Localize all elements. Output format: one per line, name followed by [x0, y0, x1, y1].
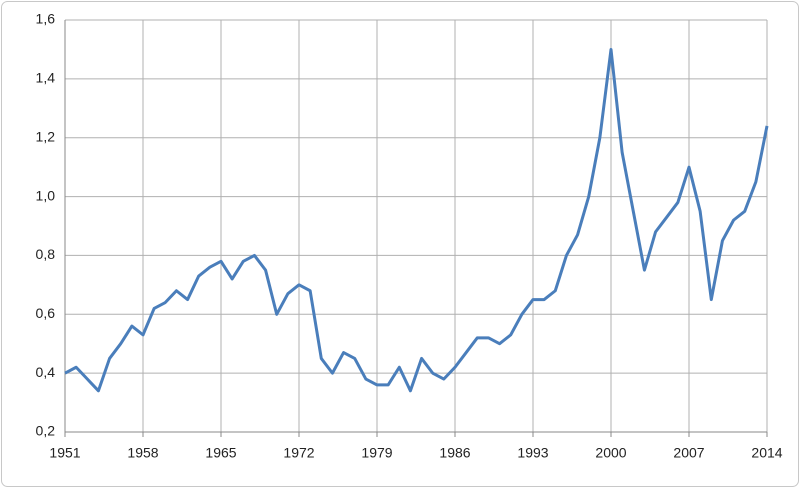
- x-tick-label: 1965: [205, 445, 236, 461]
- x-tick-label: 2007: [673, 445, 704, 461]
- y-tick-label: 1,6: [36, 11, 56, 27]
- y-tick-label: 0,8: [36, 246, 56, 262]
- x-tick-label: 2014: [751, 445, 782, 461]
- y-tick-label: 1,4: [36, 70, 56, 86]
- x-tick-label: 1986: [439, 445, 470, 461]
- y-tick-label: 0,2: [36, 423, 56, 439]
- x-tick-label: 1972: [283, 445, 314, 461]
- data-line: [64, 47, 769, 393]
- y-tick-label: 0,4: [36, 364, 56, 380]
- x-tick-label: 1951: [49, 445, 80, 461]
- x-tick-label: 2000: [595, 445, 626, 461]
- x-tick-label: 1993: [517, 445, 548, 461]
- x-tick-label: 1979: [361, 445, 392, 461]
- y-tick-label: 0,6: [36, 305, 56, 321]
- y-tick-label: 1,0: [36, 187, 56, 203]
- y-tick-label: 1,2: [36, 128, 56, 144]
- x-tick-label: 1958: [127, 445, 158, 461]
